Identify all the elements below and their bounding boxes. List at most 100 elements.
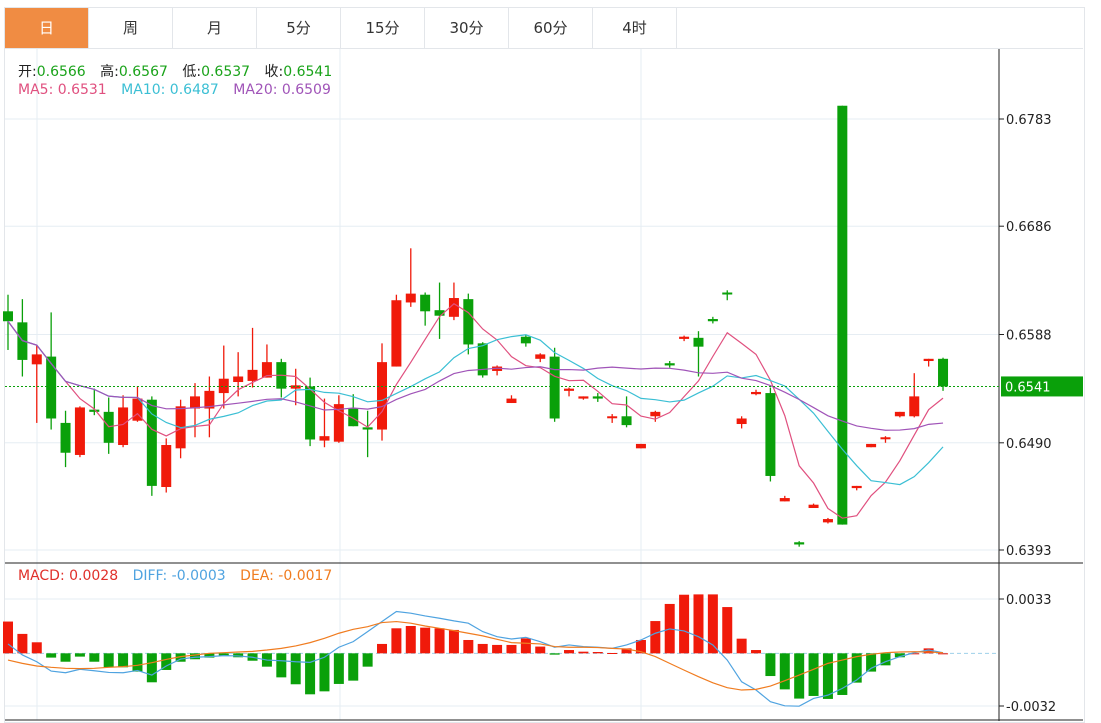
candle-up	[190, 396, 201, 409]
macd-bar	[938, 653, 949, 655]
macd-bar	[621, 648, 632, 654]
dea-line	[7, 620, 944, 691]
macd-bar	[17, 633, 28, 654]
macd-bar	[290, 653, 301, 685]
candle-up	[218, 378, 229, 394]
last-price-label: 0.6541	[1005, 380, 1051, 395]
macd-bar	[635, 639, 646, 654]
tab-15min[interactable]: 15分	[341, 8, 425, 48]
macd-bar	[31, 642, 42, 654]
candle-down	[89, 409, 100, 412]
candle-down	[707, 319, 718, 322]
macd-bar	[866, 653, 877, 672]
macd-bar	[736, 638, 747, 654]
candle-up	[333, 404, 344, 442]
ohlc-legend: 开:0.6566 高:0.6567 低:0.6537 收:0.6541	[18, 61, 342, 81]
ma10-line	[7, 320, 944, 486]
candle-down	[765, 393, 776, 476]
tab-month[interactable]: 月	[173, 8, 257, 48]
tab-4hour[interactable]: 4时	[593, 8, 677, 48]
price-tick-label: 0.6686	[1006, 220, 1052, 235]
macd-bar	[204, 653, 215, 658]
candle-up	[923, 358, 934, 362]
ma10-value: MA10: 0.6487	[121, 82, 219, 98]
diff-value: DIFF: -0.0003	[132, 568, 226, 584]
candle-down	[664, 363, 675, 366]
candle-up	[319, 436, 330, 441]
candle-down	[463, 299, 474, 345]
period-tabs: 日 周 月 5分 15分 30分 60分 4时	[5, 8, 1083, 49]
candle-up	[736, 418, 747, 425]
ma5-value: MA5: 0.6531	[18, 82, 107, 98]
macd-bar	[132, 653, 143, 672]
macd-bar	[74, 653, 85, 657]
candle-up	[635, 443, 646, 449]
candle-down	[693, 337, 704, 347]
macd-bar	[794, 653, 805, 699]
candle-down	[103, 411, 114, 443]
candle-up	[132, 398, 143, 421]
macd-bar	[405, 625, 416, 654]
high-label: 高:	[100, 64, 119, 80]
tab-day[interactable]: 日	[5, 8, 89, 48]
macd-value: MACD: 0.0028	[18, 568, 119, 584]
price-tick-label: 0.6393	[1006, 544, 1052, 559]
ma20-value: MA20: 0.6509	[233, 82, 331, 98]
high-value: 0.6567	[118, 64, 168, 80]
macd-bar	[822, 653, 833, 699]
price-tick-label: 0.6490	[1006, 437, 1052, 452]
candle-up	[851, 485, 862, 489]
candle-down	[348, 408, 359, 427]
ma-legend: MA5: 0.6531 MA10: 0.6487 MA20: 0.6509	[18, 82, 341, 98]
macd-bar	[348, 653, 359, 681]
candle-down	[592, 396, 603, 399]
candle-up	[448, 298, 459, 317]
macd-bar	[693, 594, 704, 654]
ma20-line	[7, 320, 944, 431]
dea-value: DEA: -0.0017	[240, 568, 333, 584]
candle-up	[118, 407, 129, 446]
macd-tick-label: -0.0032	[1006, 700, 1056, 715]
macd-bar	[779, 653, 790, 690]
candle-up	[405, 293, 416, 303]
candle-down	[520, 336, 531, 344]
tab-60min[interactable]: 60分	[509, 8, 593, 48]
macd-bar	[923, 648, 934, 654]
candle-up	[290, 385, 301, 389]
open-value: 0.6566	[36, 64, 86, 80]
macd-bar	[722, 607, 733, 654]
price-tick-label: 0.6588	[1006, 329, 1052, 344]
macd-bar	[549, 653, 560, 655]
macd-bar	[837, 653, 848, 695]
price-tick-label: 0.6783	[1006, 113, 1052, 128]
tab-week[interactable]: 周	[89, 8, 173, 48]
macd-bar	[190, 653, 201, 660]
tab-5min[interactable]: 5分	[257, 8, 341, 48]
candle-down	[938, 358, 949, 387]
candle-up	[866, 443, 877, 448]
macd-bar	[305, 653, 316, 695]
macd-bar	[535, 646, 546, 654]
candle-up	[822, 519, 833, 523]
macd-bar	[60, 653, 71, 662]
macd-bar	[707, 594, 718, 654]
macd-bar	[175, 653, 186, 662]
candle-down	[837, 105, 848, 525]
candle-up	[650, 411, 661, 417]
macd-bar	[362, 653, 373, 667]
candle-up	[535, 354, 546, 359]
macd-bar	[391, 628, 402, 654]
macd-legend: MACD: 0.0028 DIFF: -0.0003 DEA: -0.0017	[18, 568, 342, 584]
macd-bar	[578, 651, 589, 654]
candle-up	[204, 390, 215, 409]
macd-bar	[808, 653, 819, 696]
tab-30min[interactable]: 30分	[425, 8, 509, 48]
macd-bar	[909, 653, 920, 655]
candle-down	[477, 343, 488, 376]
macd-bar	[218, 653, 229, 656]
macd-bar	[434, 628, 445, 654]
macd-bar	[377, 643, 388, 654]
macd-bar	[564, 650, 575, 654]
candle-up	[564, 388, 575, 391]
